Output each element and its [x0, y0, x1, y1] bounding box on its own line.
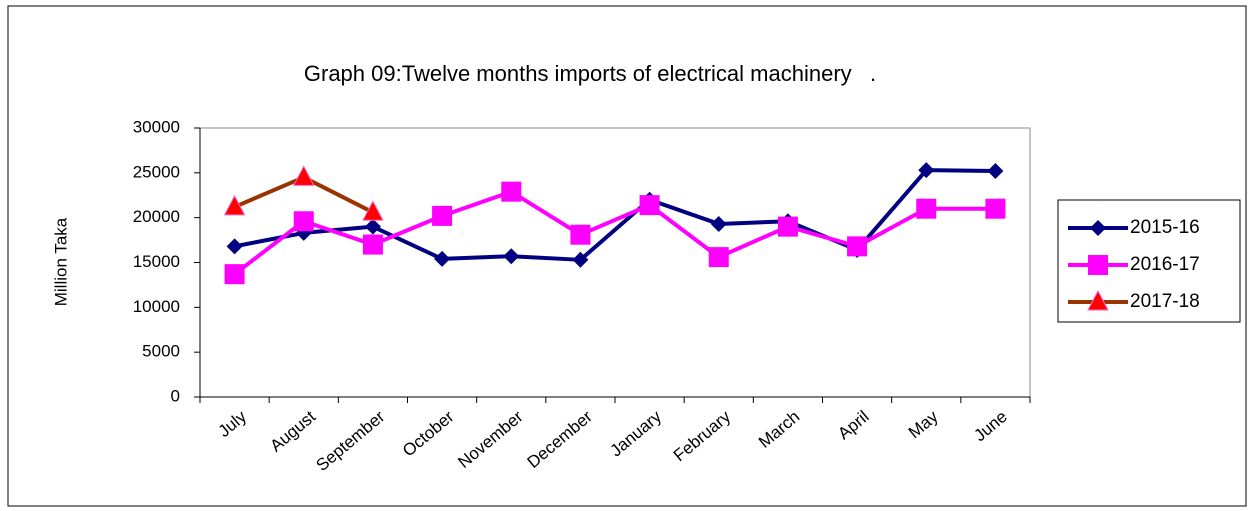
point — [223, 194, 246, 216]
point — [501, 181, 522, 202]
point — [916, 198, 937, 219]
point — [224, 264, 245, 285]
y-tick-label: 25000 — [133, 162, 180, 181]
point — [362, 200, 384, 221]
point — [226, 238, 243, 255]
y-tick-label: 15000 — [133, 252, 180, 271]
point — [570, 224, 591, 245]
point — [364, 218, 381, 235]
legend-label: 2016-17 — [1130, 254, 1200, 275]
y-tick-label: 30000 — [133, 117, 180, 136]
y-tick-label: 10000 — [133, 297, 180, 316]
legend-marker — [1088, 255, 1108, 275]
point — [708, 247, 729, 268]
chart-title: Graph 09:Twelve months imports of electr… — [304, 61, 876, 86]
point — [847, 236, 868, 257]
legend-label: 2015-16 — [1130, 217, 1200, 238]
point — [777, 216, 798, 237]
legend-marker — [1090, 220, 1106, 236]
point — [292, 165, 315, 186]
legend-label: 2017-18 — [1130, 291, 1200, 312]
series-line — [233, 189, 996, 276]
y-tick-label: 20000 — [133, 207, 180, 226]
point — [710, 215, 727, 232]
point — [362, 234, 383, 255]
y-tick-label: 5000 — [142, 342, 180, 361]
chart-frame — [7, 5, 1247, 507]
point — [293, 211, 314, 232]
y-axis-label: Million Taka — [51, 217, 70, 306]
point — [434, 250, 451, 267]
point — [985, 198, 1006, 219]
legend-marker — [1087, 289, 1109, 311]
y-tick-label: 0 — [171, 386, 180, 405]
point — [572, 251, 589, 268]
point — [987, 163, 1004, 180]
series-line — [234, 168, 996, 262]
point — [639, 195, 660, 216]
point — [432, 205, 453, 226]
point — [918, 162, 935, 179]
point — [503, 248, 520, 265]
